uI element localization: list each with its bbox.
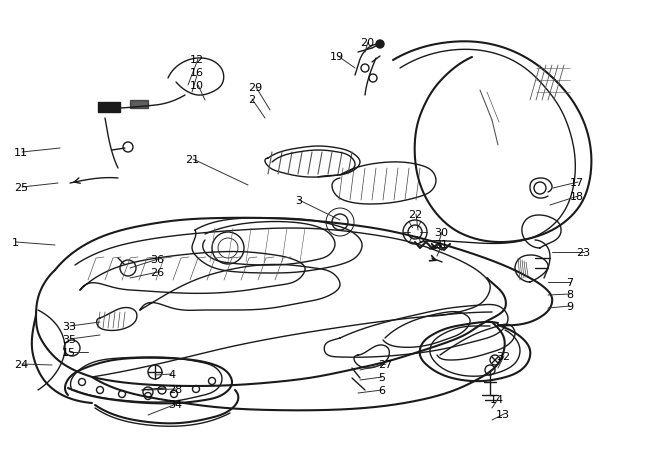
Text: 9: 9 [566,302,573,312]
Text: 8: 8 [566,290,573,300]
Text: 31: 31 [434,240,448,250]
Text: 16: 16 [190,68,204,78]
Text: 25: 25 [14,183,28,193]
Text: 24: 24 [14,360,28,370]
Text: 2: 2 [248,95,255,105]
Bar [98,102,120,112]
Text: 36: 36 [150,255,164,265]
Text: 35: 35 [62,335,76,345]
Text: 33: 33 [62,322,76,332]
Text: 13: 13 [496,410,510,420]
Text: 30: 30 [434,228,448,238]
Bar [130,100,148,108]
Text: 29: 29 [248,83,262,93]
Text: 1: 1 [12,238,19,248]
Text: 27: 27 [378,360,392,370]
Text: 7: 7 [566,278,573,288]
Text: 28: 28 [168,385,182,395]
Text: 17: 17 [570,178,584,188]
Text: 21: 21 [185,155,199,165]
Text: 32: 32 [496,352,510,362]
Text: 11: 11 [14,148,28,158]
Text: 23: 23 [576,248,590,258]
Text: 34: 34 [168,400,182,410]
Text: 15: 15 [62,348,76,358]
Text: 18: 18 [570,192,584,202]
Text: 5: 5 [378,373,385,383]
Text: 22: 22 [408,210,422,220]
Text: 10: 10 [190,81,204,91]
Text: 20: 20 [360,38,374,48]
Text: 6: 6 [378,386,385,396]
Text: 14: 14 [490,395,504,405]
Circle shape [376,40,384,48]
Text: 3: 3 [295,196,302,206]
Text: 26: 26 [150,268,164,278]
Text: 19: 19 [330,52,344,62]
Text: 12: 12 [190,55,204,65]
Text: 4: 4 [168,370,175,380]
